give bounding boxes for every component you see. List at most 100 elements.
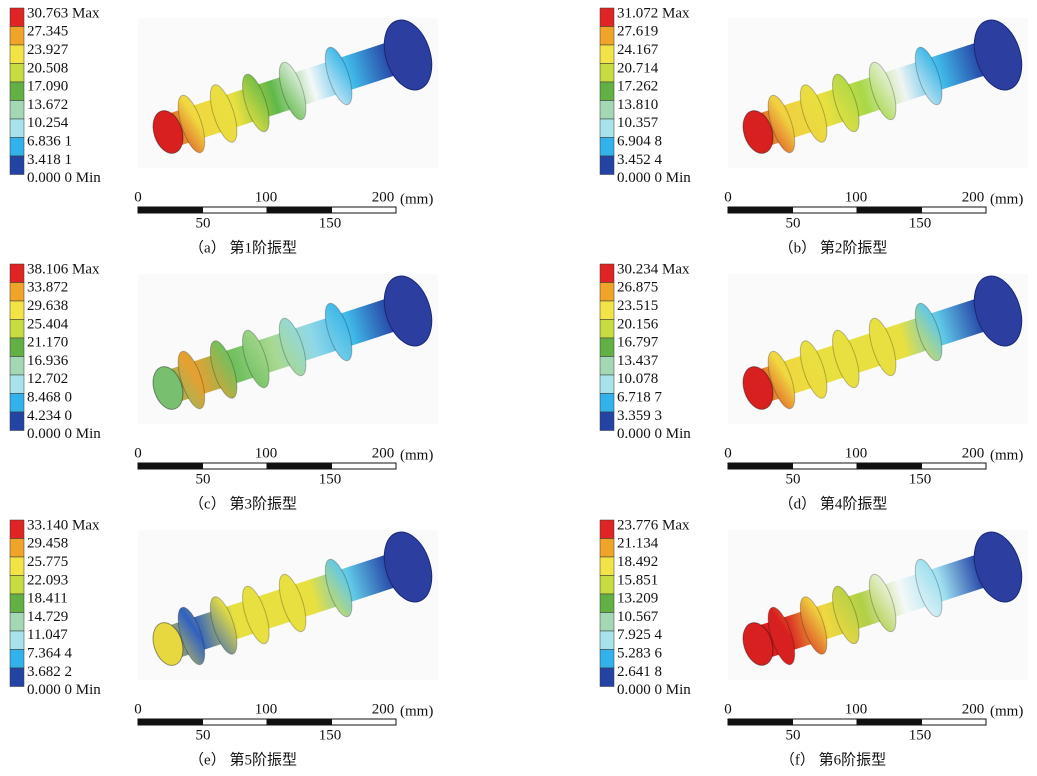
panel: 23.776 Max21.13418.49215.85113.20910.567… [600,517,1030,768]
legend-label: 10.357 [617,115,659,131]
legend-label: 29.638 [27,298,68,314]
panel: 33.140 Max29.45825.77522.09318.41114.729… [10,517,440,768]
scale-label: 100 [255,189,278,205]
legend-label: 15.851 [617,572,658,588]
legend-label: 6.718 7 [617,390,663,406]
legend-label: 11.047 [27,627,68,643]
scale-label: 0 [724,445,732,461]
legend-label: 25.404 [27,316,69,332]
panel: 38.106 Max33.87229.63825.40421.17016.936… [10,261,440,512]
legend-swatch [600,650,614,669]
legend-label: 21.170 [27,335,68,351]
scale-segment [922,207,987,213]
scale-unit: (mm) [400,703,433,719]
rotor-model [728,270,1030,424]
scale-segment [728,463,793,469]
legend-swatch [600,520,614,539]
scale-label: 100 [845,445,868,461]
legend-swatch [600,668,614,687]
scale-label: 50 [786,471,801,487]
legend-swatch [10,631,24,650]
panel: 30.763 Max27.34523.92720.50817.09013.672… [10,5,440,256]
legend-label: 27.619 [617,24,658,40]
legend-label: 14.729 [27,609,68,625]
legend-label: 13.672 [27,97,68,113]
scale-label: 150 [909,215,932,231]
legend-label: 10.254 [27,115,69,131]
legend-label: 23.776 Max [617,517,690,533]
scale-label: 200 [372,445,395,461]
legend-swatch [10,668,24,687]
scale-label: 0 [724,701,732,717]
legend-swatch [10,375,24,394]
legend-label: 0.000 0 Min [617,426,691,442]
scale-label: 100 [845,701,868,717]
scale-segment [267,207,332,213]
legend-label: 0.000 0 Min [27,426,101,442]
legend-swatch [600,394,614,413]
legend-label: 0.000 0 Min [617,682,691,698]
scale-label: 100 [845,189,868,205]
legend-swatch [600,338,614,357]
rotor-model [138,14,440,168]
scale-label: 200 [962,445,985,461]
legend-swatch [600,576,614,595]
legend-swatch [600,301,614,320]
legend-label: 16.797 [617,335,659,351]
legend-label: 38.106 Max [27,261,100,277]
legend-swatch [10,520,24,539]
scale-segment [138,207,203,213]
scale-label: 150 [909,727,932,743]
legend-label: 8.468 0 [27,390,72,406]
scale-label: 100 [255,701,278,717]
scale-segment [922,463,987,469]
scale-segment [728,207,793,213]
scale-label: 100 [255,445,278,461]
scale-segment [332,463,397,469]
scale-label: 0 [134,189,142,205]
legend-swatch [600,82,614,101]
legend-swatch [10,576,24,595]
legend-label: 10.078 [617,371,658,387]
scale-label: 150 [319,727,342,743]
legend-swatch [10,613,24,632]
legend-swatch [600,412,614,431]
legend-swatch [600,119,614,138]
legend-label: 20.156 [617,316,659,332]
legend-swatch [10,101,24,120]
caption: （d） 第4阶振型 [779,494,888,512]
legend-swatch [10,27,24,46]
scale-segment [857,207,922,213]
legend-label: 2.641 8 [617,664,662,680]
scale-label: 150 [319,471,342,487]
rotor-model [138,526,440,680]
legend-swatch [600,320,614,339]
scale-segment [203,719,268,725]
legend-label: 5.283 6 [617,646,663,662]
legend-label: 13.810 [617,97,658,113]
legend-swatch [10,394,24,413]
legend-label: 30.763 Max [27,5,100,21]
scale-label: 150 [909,471,932,487]
legend-label: 0.000 0 Min [27,682,101,698]
legend-swatch [10,283,24,302]
legend-label: 6.904 8 [617,134,662,150]
scale-segment [793,719,858,725]
legend-swatch [10,338,24,357]
legend-label: 7.364 4 [27,646,73,662]
scale-segment [267,719,332,725]
legend-label: 16.936 [27,353,69,369]
legend-label: 3.682 2 [27,664,72,680]
legend-swatch [10,138,24,157]
legend-swatch [600,8,614,27]
scale-label: 0 [134,445,142,461]
legend-swatch [600,594,614,613]
legend-label: 6.836 1 [27,134,72,150]
scale-segment [857,463,922,469]
rotor-model [728,526,1030,680]
legend-swatch [600,264,614,283]
legend-swatch [10,119,24,138]
legend-label: 7.925 4 [617,627,663,643]
scale-label: 50 [196,471,211,487]
legend-swatch [600,27,614,46]
